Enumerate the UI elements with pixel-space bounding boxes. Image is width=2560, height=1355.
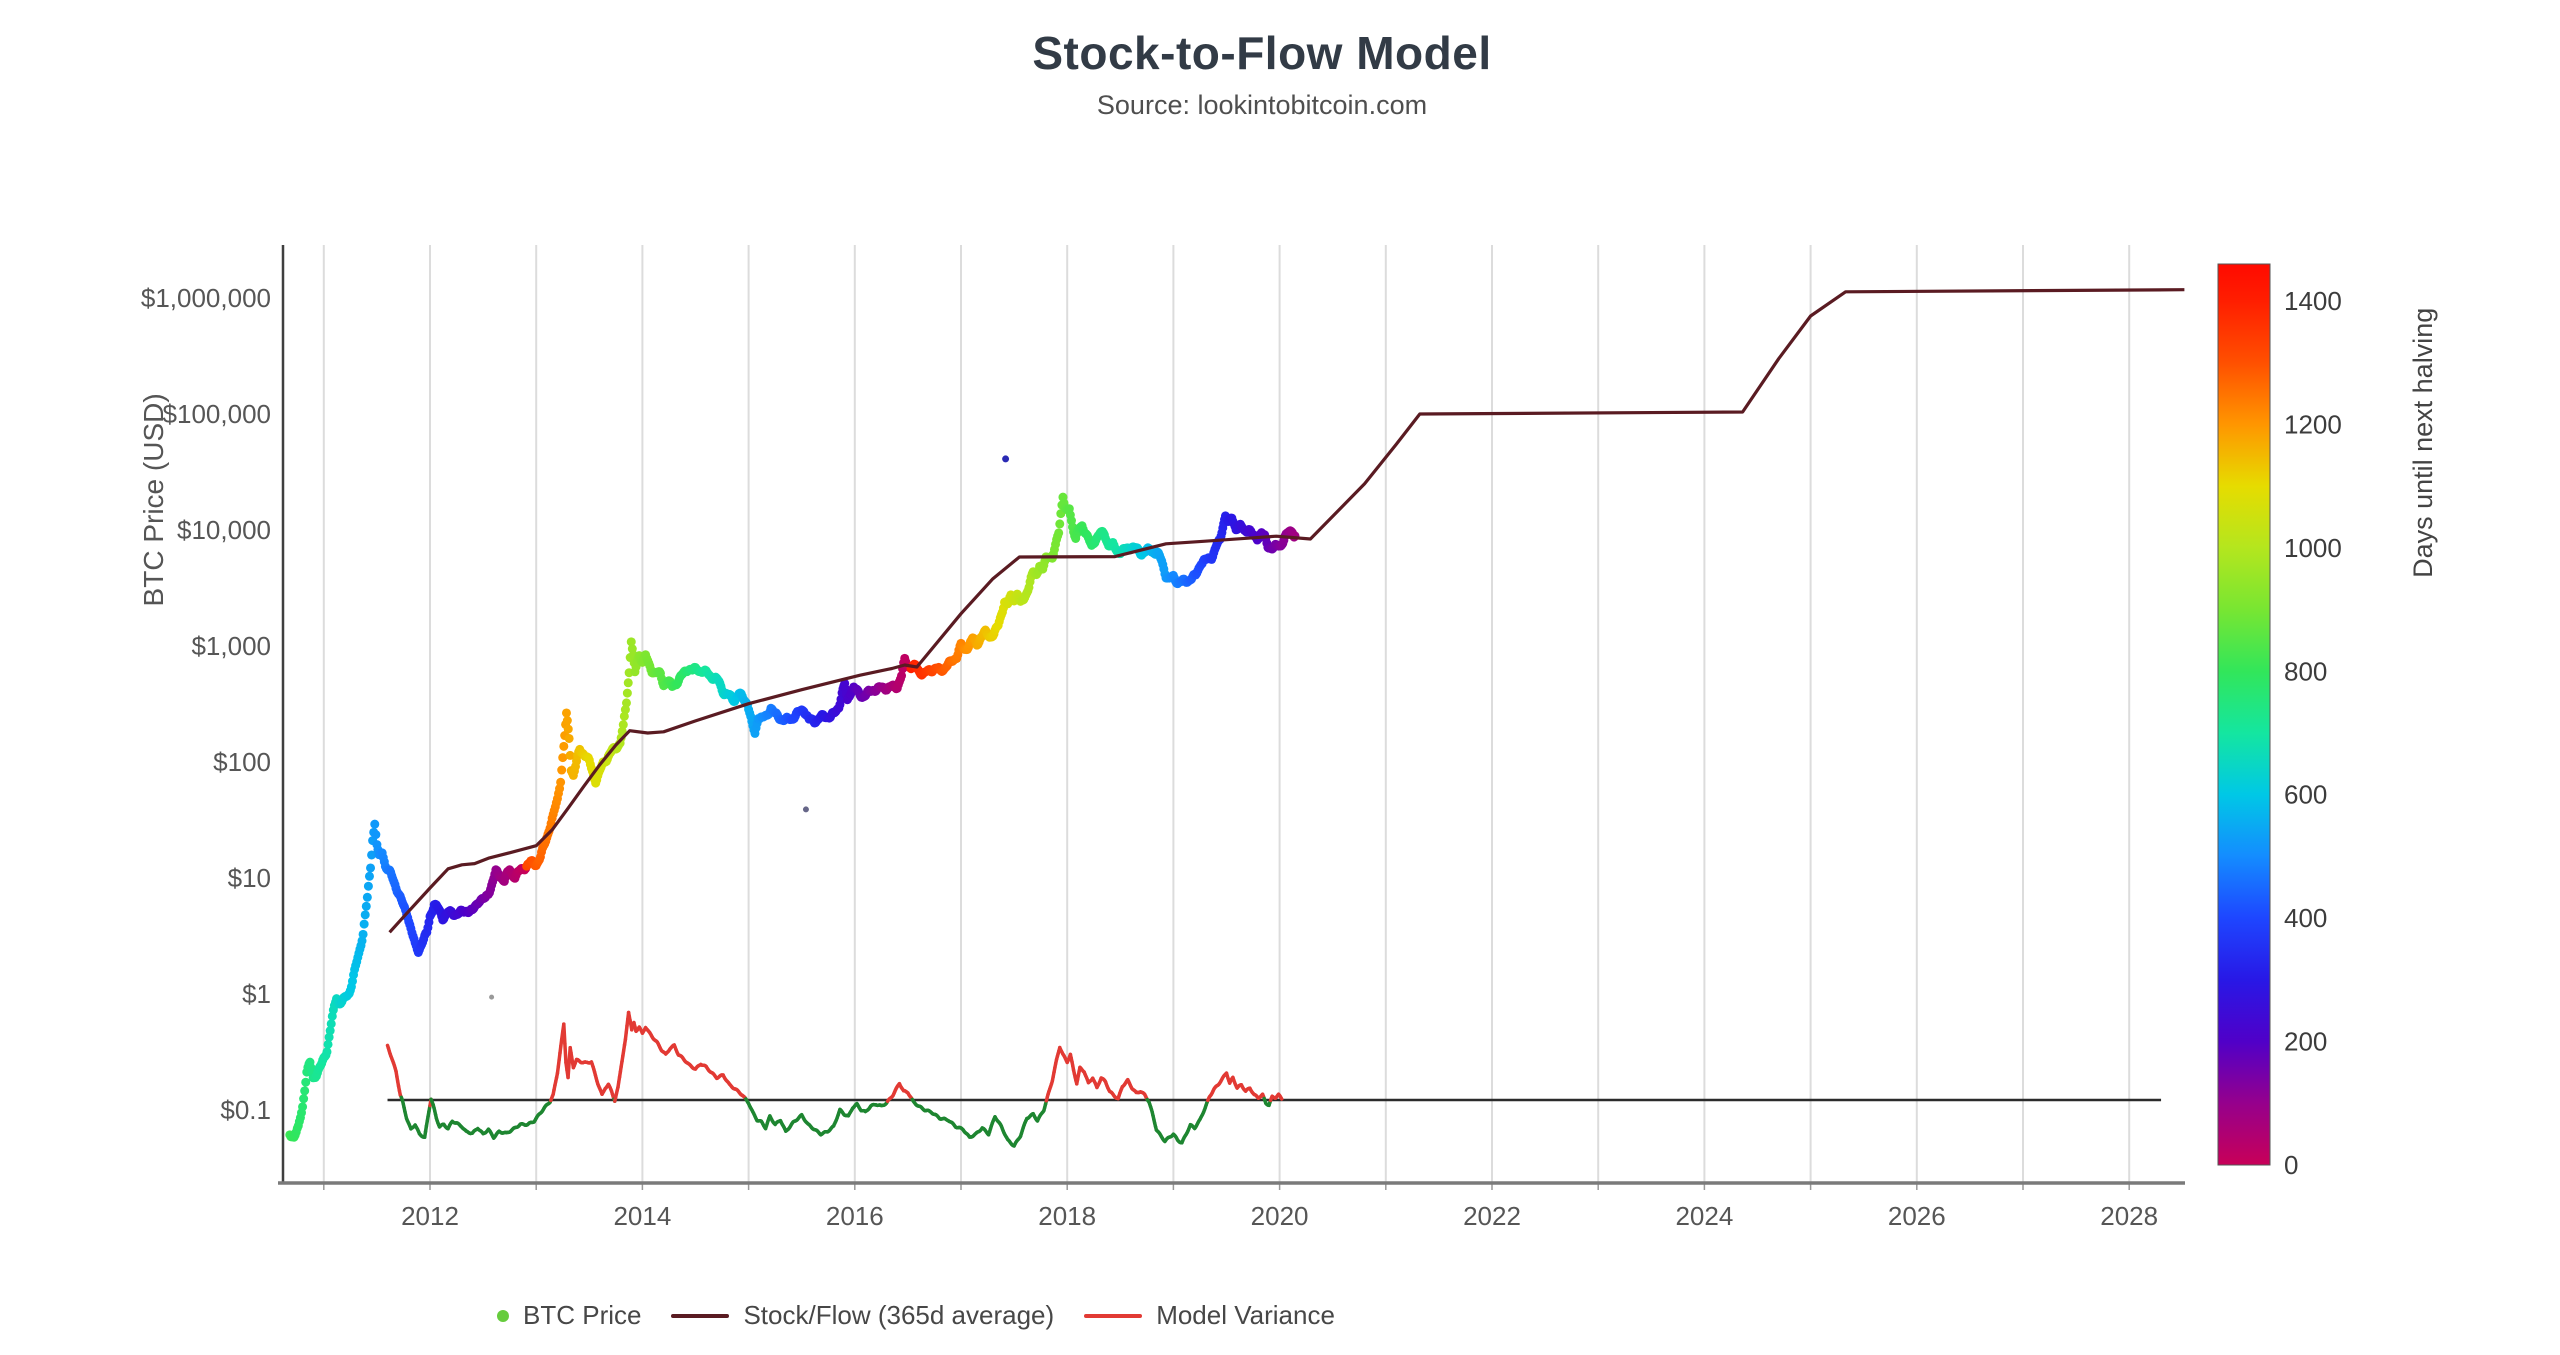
svg-text:0: 0	[2284, 1150, 2298, 1180]
svg-text:$10: $10	[228, 863, 271, 893]
svg-text:$1,000,000: $1,000,000	[141, 283, 271, 313]
chart-title: Stock-to-Flow Model	[1032, 27, 1492, 79]
legend-label: Model Variance	[1156, 1300, 1335, 1330]
svg-text:2020: 2020	[1251, 1201, 1309, 1231]
svg-text:2018: 2018	[1038, 1201, 1096, 1231]
svg-text:$1,000: $1,000	[191, 631, 271, 661]
y-axis-tick-labels: $0.1 $1 $10 $100 $1,000 $10,000 $100,000 $1,000…	[141, 283, 271, 1125]
svg-text:2024: 2024	[1675, 1201, 1733, 1231]
outlier-point	[1002, 455, 1010, 463]
btc-price-scatter	[285, 455, 1300, 1142]
svg-text:$0.1: $0.1	[220, 1095, 271, 1125]
svg-text:200: 200	[2284, 1027, 2327, 1057]
svg-text:800: 800	[2284, 656, 2327, 686]
svg-text:2026: 2026	[1888, 1201, 1946, 1231]
svg-text:1000: 1000	[2284, 533, 2342, 563]
svg-text:$100,000: $100,000	[163, 399, 271, 429]
svg-text:400: 400	[2284, 903, 2327, 933]
btc-price-dot-marker	[497, 1309, 509, 1322]
svg-text:$10,000: $10,000	[177, 515, 271, 545]
chart-subtitle: Source: lookintobitcoin.com	[1096, 90, 1428, 120]
stock-flow-line-marker	[671, 1313, 730, 1318]
model-variance-line-marker	[1084, 1313, 1143, 1318]
svg-text:1400: 1400	[2284, 286, 2342, 316]
legend-item-stock-flow[interactable]: Stock/Flow (365d average)	[671, 1300, 1054, 1331]
svg-text:2022: 2022	[1463, 1201, 1521, 1231]
colorbar-title: Days until next halving	[2408, 307, 2438, 578]
svg-text:2014: 2014	[613, 1201, 671, 1231]
stock-flow-line	[388, 288, 2185, 934]
legend-label: Stock/Flow (365d average)	[743, 1300, 1055, 1330]
outlier-point	[489, 994, 495, 1000]
svg-text:$100: $100	[213, 747, 271, 777]
svg-text:2028: 2028	[2100, 1201, 2158, 1231]
legend-item-model-variance[interactable]: Model Variance	[1084, 1300, 1335, 1331]
legend-label: BTC Price	[523, 1300, 642, 1330]
legend-item-btc-price[interactable]: BTC Price	[497, 1300, 641, 1331]
svg-text:2016: 2016	[826, 1201, 884, 1231]
y-axis-title: BTC Price (USD)	[138, 393, 169, 607]
svg-text:2012: 2012	[401, 1201, 459, 1231]
model-variance-line	[385, 1010, 1284, 1148]
colorbar: 0 200 400 600 800 1000 1200 1400	[2217, 263, 2342, 1180]
svg-text:$1: $1	[242, 979, 271, 1009]
svg-text:600: 600	[2284, 780, 2327, 810]
legend: BTC Price Stock/Flow (365d average) Mode…	[497, 1300, 1335, 1331]
outlier-point	[802, 806, 809, 813]
x-axis-tick-labels: 2012 2014 2016 2018 2020 2022 2024 2026 2028	[323, 1183, 2158, 1231]
svg-text:1200: 1200	[2284, 409, 2342, 439]
gridlines	[322, 245, 2131, 1183]
